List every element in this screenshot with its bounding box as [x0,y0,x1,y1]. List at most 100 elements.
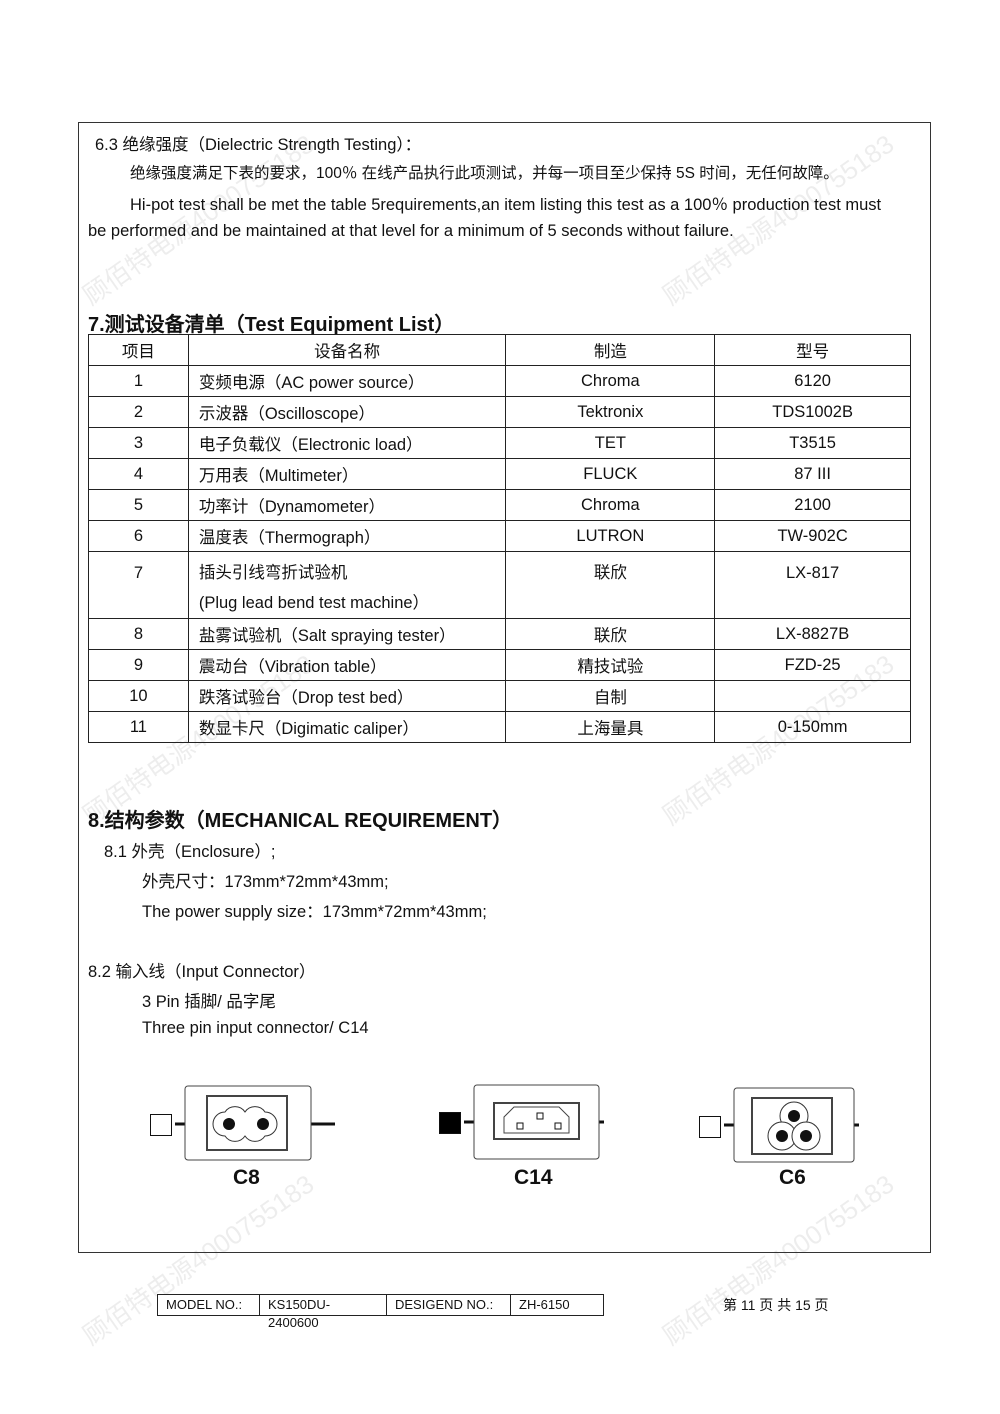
cell-text: 震动台（Vibration table） [198,658,387,676]
model-cell: LX-817 [714,551,911,619]
header-cell: 制造 [505,334,716,366]
table-row: 6 温度表（Thermograph） LUTRON TW-902C [88,520,911,552]
cell-text: 上海量具 [577,720,644,738]
section-8-2-en: Three pin input connector/ C14 [142,1019,369,1037]
item-no-cell: 9 [88,649,189,681]
cell-text: Chroma [581,371,640,390]
cell-text: 功率计（Dynamometer） [198,498,385,516]
cell-text: 数显卡尺（Digimatic caliper） [198,720,419,738]
table-row: 4 万用表（Multimeter） FLUCK 87 III [88,458,911,490]
cell-text: 87 III [794,464,831,483]
manufacturer-cell: FLUCK [505,458,716,490]
manufacturer-cell: 自制 [505,680,716,712]
equipment-name-cell: 功率计（Dynamometer） [187,489,507,521]
cell-text: LUTRON [576,526,645,545]
c14-connector-icon [464,1084,604,1160]
header-cell: 项目 [88,334,189,366]
cell-text: T3515 [789,433,836,452]
cell-text: 2100 [794,495,831,514]
manufacturer-cell: 上海量具 [505,711,716,743]
cell-text: TW-902C [777,526,848,545]
model-cell: FZD-25 [714,649,911,681]
cell-text: 万用表（Multimeter） [198,467,359,485]
cell-text: 电子负载仪（Electronic load） [198,436,423,454]
item-no-cell: 4 [88,458,189,490]
section-6-3-cn: 绝缘强度满足下表的要求，100％ 在线产品执行此项测试，并每一项目至少保持 5S… [130,165,839,182]
equipment-name-cell: 电子负载仪（Electronic load） [187,427,507,459]
section-8-2: 8.2 输入线（Input Connector） [88,963,316,981]
section-6-3-title: 6.3 绝缘强度（Dielectric Strength Testing）： [95,136,422,154]
model-label: MODEL NO.: [158,1295,260,1315]
header-cell: 型号 [714,334,911,366]
c6-checkbox[interactable] [699,1116,721,1138]
table-row: 7 插头引线弯折试验机 (Plug lead bend test machine） 联… [88,551,911,619]
cell-text: 8 [133,624,143,643]
cell-text: 2 [133,402,143,421]
section-8-1-en: The power supply size：173mm*72mm*43mm; [142,903,487,921]
c6-label: C6 [779,1166,806,1189]
cell-text: TET [594,433,626,452]
page-number: 第 11 页 共 15 页 [723,1297,829,1313]
c8-label: C8 [233,1166,260,1189]
equipment-table: 项目 设备名称 制造 型号 1 变频电源（AC power source） Chro… [88,334,911,743]
manufacturer-cell: TET [505,427,716,459]
c8-checkbox[interactable] [150,1114,172,1136]
c8-connector-icon [175,1085,335,1161]
cell-text: 9 [133,655,143,674]
table-row: 5 功率计（Dynamometer） Chroma 2100 [88,489,911,521]
item-no-cell: 8 [88,618,189,650]
section-8-title: 8.结构参数（MECHANICAL REQUIREMENT） [88,810,513,832]
manufacturer-cell: 联欣 [505,551,716,619]
item-no-cell: 5 [88,489,189,521]
equipment-name-cell: 盐雾试验机（Salt spraying tester） [187,618,507,650]
model-cell: TW-902C [714,520,911,552]
cell-text: 变频电源（AC power source） [198,374,425,392]
cell-text: 5 [133,495,143,514]
cell-text: LX-817 [785,564,840,582]
cell-text: Chroma [581,495,640,514]
footer-model-table: MODEL NO.: KS150DU-2400600 DESIGEND NO.:… [157,1294,604,1330]
table-row: 3 电子负载仪（Electronic load） TET T3515 [88,427,911,459]
cell-text: LX-8827B [775,624,850,643]
item-no-cell: 2 [88,396,189,428]
design-label: DESIGEND NO.: [387,1295,511,1315]
model-cell: 0-150mm [714,711,911,743]
section-8-1-cn: 外壳尺寸：173mm*72mm*43mm; [142,873,389,891]
equipment-name-cell: 震动台（Vibration table） [187,649,507,681]
cell-text: 精技试验 [577,658,644,676]
equipment-name-cell: 变频电源（AC power source） [187,365,507,397]
item-no-cell: 6 [88,520,189,552]
cell-text: 3 [133,433,143,452]
table-row: 10 跌落试验台（Drop test bed） 自制 [88,680,911,712]
item-no-cell: 1 [88,365,189,397]
table-header: 项目 设备名称 制造 型号 [88,334,911,366]
cell-text: 0-150mm [777,717,848,736]
item-no-cell: 11 [88,711,189,743]
table-row: 1 变频电源（AC power source） Chroma 6120 [88,365,911,397]
equipment-name-cell: 温度表（Thermograph） [187,520,507,552]
c14-checkbox[interactable] [439,1112,461,1134]
manufacturer-cell: Chroma [505,489,716,521]
cell-text: FZD-25 [784,655,841,674]
section-6-3-en2: be performed and be maintained at that l… [88,222,734,240]
manufacturer-cell: Chroma [505,365,716,397]
model-cell: TDS1002B [714,396,911,428]
cell-text: FLUCK [583,464,638,483]
header-cell: 设备名称 [187,334,507,366]
section-8-1: 8.1 外壳（Enclosure）; [104,843,276,861]
manufacturer-cell: 精技试验 [505,649,716,681]
c14-label: C14 [514,1166,553,1189]
equipment-name-cell: 数显卡尺（Digimatic caliper） [187,711,507,743]
cell-text: Tektronix [577,402,644,421]
manufacturer-cell: Tektronix [505,396,716,428]
cell-text: 1 [133,371,143,390]
cell-text: 联欣 [593,627,627,645]
cell-text: 插头引线弯折试验机 [198,564,348,582]
cell-text: 10 [129,686,148,705]
model-cell: LX-8827B [714,618,911,650]
section-6-3-en1: Hi-pot test shall be met the table 5requ… [130,196,882,214]
item-no-cell: 10 [88,680,189,712]
cell-text-en: (Plug lead bend test machine） [198,594,430,612]
page-frame [78,122,931,1253]
